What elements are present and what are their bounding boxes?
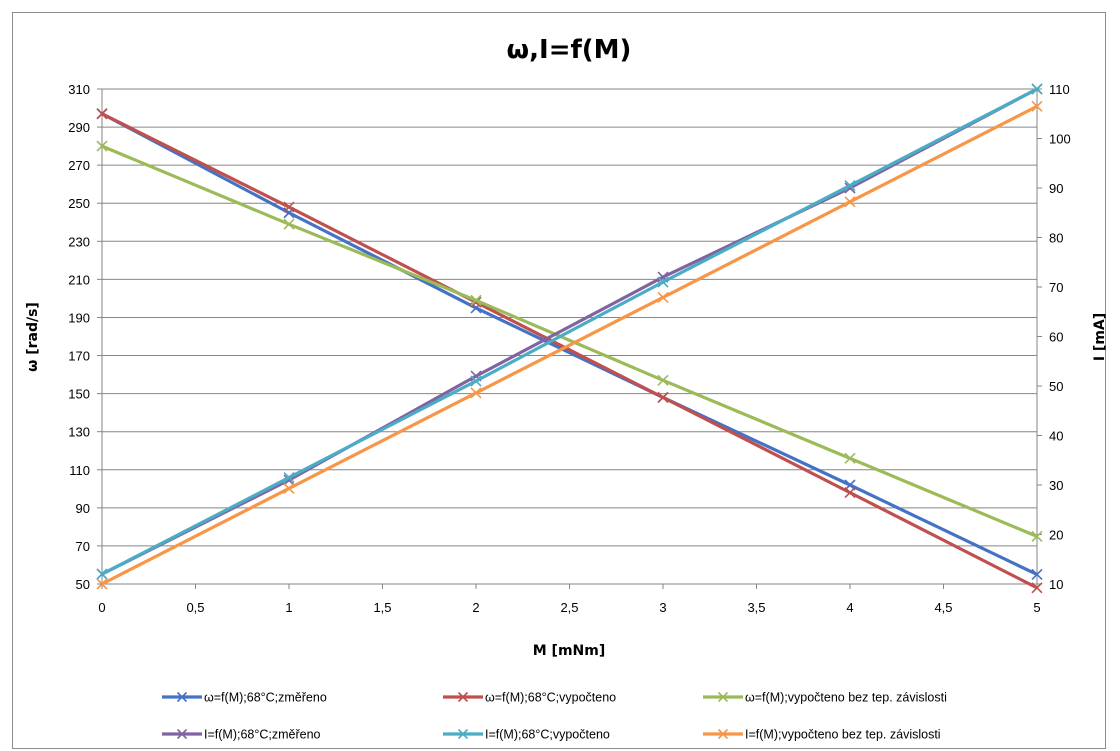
series-4 (96, 83, 1043, 580)
legend-entry-5: I=f(M);vypočteno bez tep. závislosti (703, 728, 941, 742)
y-right-tick-label-7: 80 (1049, 231, 1063, 246)
data-point (1031, 568, 1043, 581)
series-line-0 (101, 112, 1038, 576)
data-point (96, 568, 108, 580)
legend-label-5: I=f(M);vypočteno bez tep. závislosti (745, 728, 941, 742)
legend-label-0: ω=f(M);68°C;změřeno (204, 691, 327, 705)
data-point (1031, 582, 1043, 594)
legend: ω=f(M);68°C;změřeno ω=f(M);68°C;vypočteno… (162, 691, 947, 742)
series-5 (96, 100, 1043, 590)
y-left-tick-label-2: 90 (76, 501, 90, 516)
series-line-1 (101, 112, 1038, 590)
data-point (657, 391, 669, 403)
data-point (470, 387, 482, 399)
x-axis-title: M [mNm] (533, 643, 606, 659)
y-left-tick-label-3: 110 (69, 463, 90, 478)
y-right-tick-label-10: 110 (1049, 82, 1070, 97)
data-point (1031, 100, 1043, 112)
x-tick-label-5: 2,5 (560, 600, 578, 615)
y-right-tick-label-5: 60 (1049, 330, 1063, 345)
series-line-3 (101, 87, 1038, 576)
legend-label-2: ω=f(M);vypočteno bez tep. závislosti (745, 691, 947, 705)
y-right-tick-label-2: 30 (1049, 478, 1063, 493)
series-line-5 (101, 104, 1038, 586)
legend-label-3: I=f(M);68°C;změřeno (204, 728, 321, 742)
y-right-tick-label-6: 70 (1049, 280, 1063, 295)
data-point (283, 482, 295, 495)
y-left-tick-label-7: 190 (68, 310, 90, 325)
legend-entry-3: I=f(M);68°C;změřeno (162, 728, 321, 742)
legend-entry-0: ω=f(M);68°C;změřeno (162, 691, 327, 705)
x-axis-ticks: 0 0,5 1 1,5 2 2,5 3 3,5 4 4,5 5 (98, 584, 1041, 615)
data-point (96, 578, 108, 590)
data-point (283, 201, 295, 213)
x-tick-label-9: 4,5 (934, 600, 952, 615)
data-point (844, 487, 856, 499)
x-tick-label-2: 1 (285, 600, 292, 615)
y-left-tick-label-8: 210 (68, 272, 90, 287)
legend-entry-4: I=f(M);68°C;vypočteno (443, 728, 610, 742)
y-right-tick-label-4: 50 (1049, 379, 1063, 394)
legend-entry-2: ω=f(M);vypočteno bez tep. závislosti (703, 691, 947, 705)
y-axis-right-title: I [mA] (1092, 313, 1108, 361)
y-right-tick-label-3: 40 (1049, 429, 1063, 444)
data-point (844, 196, 856, 208)
y-left-tick-label-12: 290 (68, 120, 90, 135)
data-point (283, 218, 295, 230)
chart-frame (12, 12, 1106, 749)
y-left-tick-label-6: 170 (68, 349, 90, 364)
data-point (657, 291, 669, 303)
data-point (844, 179, 856, 192)
data-point (96, 108, 108, 120)
x-tick-label-3: 1,5 (373, 600, 391, 615)
data-point (470, 375, 482, 387)
data-point (844, 452, 856, 464)
y-left-tick-label-0: 50 (76, 577, 90, 592)
legend-entry-1: ω=f(M);68°C;vypočteno (443, 691, 616, 705)
y-left-tick-label-1: 70 (76, 539, 90, 554)
series-1 (96, 108, 1043, 594)
y-left-tick-label-4: 130 (68, 425, 90, 440)
y-right-tick-label-8: 90 (1049, 181, 1063, 196)
data-point (96, 140, 108, 152)
x-tick-label-10: 5 (1033, 600, 1040, 615)
y-right-tick-label-0: 10 (1049, 577, 1063, 592)
x-tick-label-6: 3 (659, 600, 666, 615)
data-point (470, 294, 482, 306)
series-layer (96, 83, 1043, 594)
chart-title: ω,I=f(M) (507, 35, 632, 65)
series-line-2 (101, 144, 1038, 538)
x-tick-label-0: 0 (98, 600, 105, 615)
series-2 (96, 140, 1043, 542)
y-axis-right-ticks: 10 20 30 40 50 60 70 80 90 100 110 (1037, 82, 1071, 592)
y-left-tick-label-13: 310 (68, 82, 90, 97)
y-left-tick-label-5: 150 (68, 387, 90, 402)
data-point (1031, 83, 1043, 95)
data-point (1031, 530, 1043, 542)
data-point (283, 472, 295, 484)
y-axis-left-ticks: 50 70 90 110 130 150 170 190 210 230 250 270 290 310 (68, 82, 102, 592)
legend-label-4: I=f(M);68°C;vypočteno (485, 728, 610, 742)
y-right-tick-label-9: 100 (1049, 132, 1071, 147)
x-tick-label-1: 0,5 (186, 600, 204, 615)
x-tick-label-7: 3,5 (747, 600, 765, 615)
data-point (657, 374, 669, 386)
y-axis-left-title: ω [rad/s] (25, 302, 41, 372)
y-left-tick-label-9: 230 (68, 234, 90, 249)
series-line-4 (101, 87, 1038, 576)
data-point (657, 276, 669, 288)
legend-label-1: ω=f(M);68°C;vypočteno (485, 691, 616, 705)
x-tick-label-8: 4 (846, 600, 853, 615)
x-tick-label-4: 2 (472, 600, 479, 615)
y-left-tick-label-11: 270 (68, 158, 90, 173)
y-left-tick-label-10: 250 (68, 196, 90, 211)
y-right-tick-label-1: 20 (1049, 528, 1063, 543)
